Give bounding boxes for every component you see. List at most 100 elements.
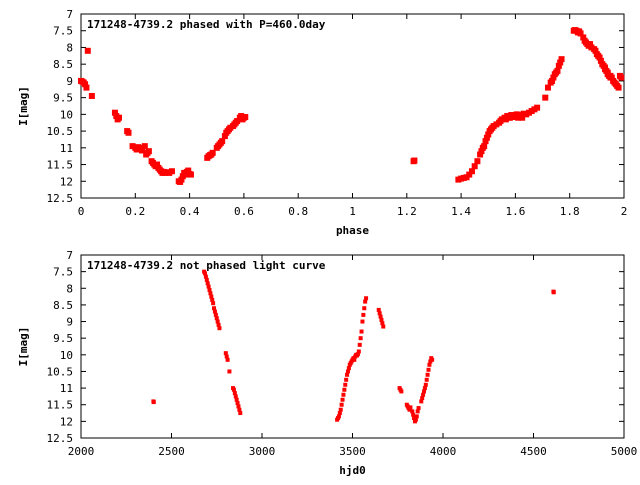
data-point bbox=[352, 357, 357, 362]
data-point bbox=[355, 352, 360, 357]
chart-title: 171248-4739.2 phased with P=460.0day bbox=[87, 18, 326, 31]
y-tick-label: 12 bbox=[60, 175, 73, 188]
data-point bbox=[430, 357, 435, 362]
y-tick-label: 7.5 bbox=[53, 266, 73, 279]
unphased-light-curve-panel: 2000 2500 3000 3500 4000 4500 5000 7 7.5 8 8.5 9 9.5… bbox=[17, 249, 637, 477]
data-point bbox=[111, 109, 118, 116]
data-point bbox=[206, 284, 211, 289]
y-tick-label: 12 bbox=[60, 415, 73, 428]
axis-ticks: 2000 2500 3000 3500 4000 4500 5000 7 7.5 8 8.5 9 9.5… bbox=[47, 249, 638, 458]
data-point bbox=[481, 143, 488, 150]
y-tick-label: 10.5 bbox=[47, 365, 74, 378]
data-point bbox=[84, 47, 91, 54]
data-point bbox=[242, 114, 249, 121]
data-point bbox=[337, 411, 342, 416]
data-point bbox=[88, 92, 95, 99]
data-point bbox=[214, 316, 219, 321]
y-tick-label: 7 bbox=[66, 8, 73, 21]
data-point bbox=[478, 148, 485, 155]
phased-light-curve-panel: 0 0.2 0.4 0.6 0.8 1 1.2 1.4 1.6 1.8 2 7 7.5 8 8.5 9 9.5 1… bbox=[17, 8, 627, 237]
data-point bbox=[379, 317, 384, 322]
data-point bbox=[482, 138, 489, 145]
data-point bbox=[544, 84, 551, 91]
x-tick-label: 1.2 bbox=[397, 205, 417, 218]
data-point bbox=[551, 290, 556, 295]
data-point bbox=[209, 149, 216, 156]
data-point bbox=[603, 67, 610, 74]
data-point bbox=[550, 74, 557, 81]
x-tick-label: 4500 bbox=[520, 445, 547, 458]
data-point bbox=[207, 287, 212, 292]
data-point bbox=[83, 84, 90, 91]
data-point bbox=[414, 414, 419, 419]
data-point bbox=[427, 362, 432, 367]
data-point bbox=[116, 114, 123, 121]
data-point bbox=[217, 326, 222, 331]
data-point bbox=[145, 148, 152, 155]
x-tick-label: 1 bbox=[349, 205, 356, 218]
x-tick-label: 2000 bbox=[68, 445, 95, 458]
data-point bbox=[345, 372, 350, 377]
data-point bbox=[338, 407, 343, 412]
data-point bbox=[419, 399, 424, 404]
data-point bbox=[363, 299, 368, 304]
data-point bbox=[468, 168, 475, 175]
data-point bbox=[344, 377, 349, 382]
data-point bbox=[359, 329, 364, 334]
data-point bbox=[592, 47, 599, 54]
data-point bbox=[212, 306, 217, 311]
data-point bbox=[378, 314, 383, 319]
data-point bbox=[361, 312, 366, 317]
y-tick-label: 7.5 bbox=[53, 25, 73, 38]
data-point bbox=[231, 387, 236, 392]
data-point bbox=[410, 409, 415, 414]
y-axis-label: I[mag] bbox=[17, 86, 30, 126]
data-point bbox=[345, 369, 350, 374]
y-tick-label: 10 bbox=[60, 349, 73, 362]
data-point bbox=[580, 34, 587, 41]
data-point bbox=[340, 397, 345, 402]
data-point bbox=[82, 81, 89, 88]
y-tick-label: 8 bbox=[66, 41, 73, 54]
data-point bbox=[178, 176, 185, 183]
data-point bbox=[558, 56, 565, 63]
data-point bbox=[555, 62, 562, 69]
data-point bbox=[577, 30, 584, 37]
data-point bbox=[364, 296, 369, 301]
data-point bbox=[360, 319, 365, 324]
data-point bbox=[234, 118, 241, 125]
data-point bbox=[413, 417, 418, 422]
y-axis-label: I[mag] bbox=[17, 327, 30, 367]
y-tick-label: 11.5 bbox=[47, 399, 74, 412]
data-point bbox=[377, 311, 382, 316]
axis-ticks: 0 0.2 0.4 0.6 0.8 1 1.2 1.4 1.6 1.8 2 7 7.5 8 8.5 9 9.5 1… bbox=[47, 8, 628, 218]
data-point bbox=[542, 94, 549, 101]
data-point bbox=[219, 138, 226, 145]
y-tick-label: 11.5 bbox=[47, 159, 74, 172]
data-point bbox=[357, 342, 362, 347]
data-point bbox=[421, 389, 426, 394]
y-tick-label: 8.5 bbox=[53, 299, 73, 312]
data-point bbox=[211, 301, 216, 306]
data-point bbox=[618, 74, 625, 81]
data-point bbox=[466, 171, 473, 178]
data-point bbox=[213, 312, 218, 317]
y-tick-label: 9.5 bbox=[53, 332, 73, 345]
data-point bbox=[554, 67, 561, 74]
data-point bbox=[381, 324, 386, 329]
data-point bbox=[549, 77, 556, 84]
x-tick-label: 0.8 bbox=[288, 205, 308, 218]
y-tick-label: 8.5 bbox=[53, 58, 73, 71]
data-point bbox=[232, 391, 237, 396]
data-point bbox=[615, 84, 622, 91]
data-point bbox=[356, 349, 361, 354]
data-point bbox=[343, 382, 348, 387]
x-tick-label: 1.4 bbox=[451, 205, 471, 218]
data-point bbox=[471, 163, 478, 170]
x-tick-label: 0.2 bbox=[125, 205, 145, 218]
data-point bbox=[380, 321, 385, 326]
data-point bbox=[422, 386, 427, 391]
x-tick-label: 2 bbox=[621, 205, 628, 218]
